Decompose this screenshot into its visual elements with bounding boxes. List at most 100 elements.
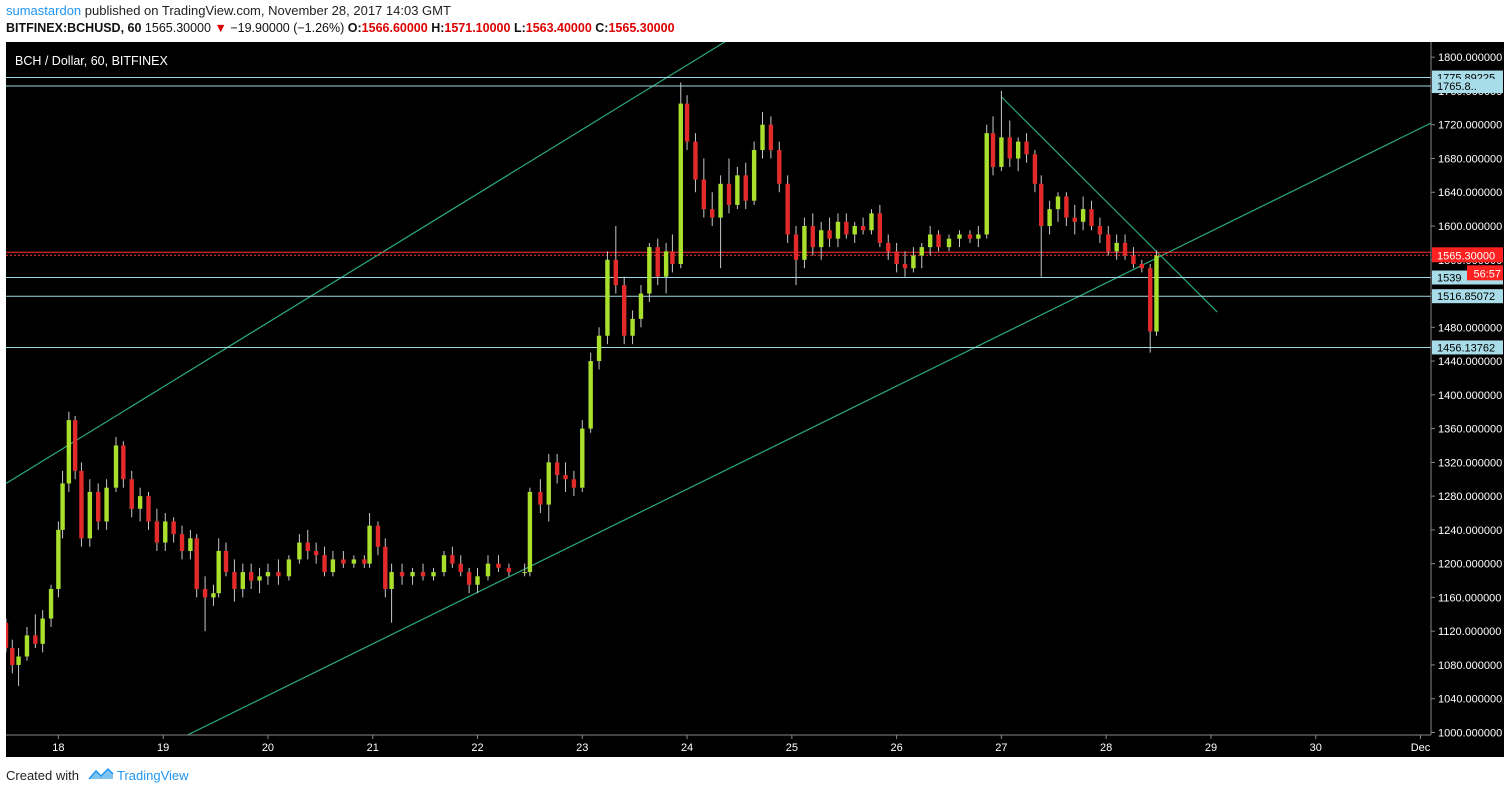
candle-body: [146, 496, 151, 522]
candle-body: [1139, 263, 1145, 269]
candle-body: [341, 559, 346, 564]
x-tick-label: 18: [52, 742, 64, 754]
tradingview-link[interactable]: TradingView: [117, 768, 189, 783]
candle-body: [580, 428, 585, 488]
candle-body: [458, 563, 463, 573]
candle-body: [869, 213, 874, 231]
x-tick-label: 29: [1205, 742, 1217, 754]
candle-body: [60, 483, 65, 530]
x-tick-label: 19: [157, 742, 169, 754]
y-tick-label: 1440.000000: [1438, 356, 1502, 368]
price-change: −19.90000 (−1.26%): [230, 21, 345, 35]
level-lines: [6, 77, 1431, 348]
y-tick-label: 1640.000000: [1438, 187, 1502, 199]
y-tick-label: 1000.000000: [1438, 727, 1502, 739]
candle-body: [313, 550, 319, 556]
candle-body: [743, 175, 748, 201]
candle-body: [835, 221, 841, 239]
candle-body: [297, 542, 302, 560]
candle-body: [886, 242, 891, 252]
candle-body: [1114, 242, 1119, 252]
y-axis-panel: [1431, 42, 1504, 757]
countdown-label: 56:57: [1473, 268, 1501, 280]
candle-body: [554, 462, 560, 476]
high-label: H:: [431, 21, 445, 35]
chart-title: BCH / Dollar, 60, BITFINEX: [15, 54, 168, 68]
candle-body: [605, 259, 610, 336]
axes: 1000.000000 1040.000000 1080.000000 1120.00…: [6, 42, 1504, 757]
down-arrow-icon: ▼: [214, 21, 227, 35]
candle-body: [450, 555, 455, 564]
candle-body: [777, 150, 782, 184]
candle-body: [768, 124, 774, 151]
y-tick-label: 1040.000000: [1438, 694, 1502, 706]
y-tick-label: 1600.000000: [1438, 221, 1502, 233]
candle-body: [202, 588, 208, 598]
candle-body: [104, 487, 109, 522]
candle-body: [506, 567, 512, 573]
x-tick-label: Dec: [1411, 742, 1431, 754]
candle-body: [24, 635, 30, 657]
x-tick-label: 22: [471, 742, 483, 754]
close-value: 1565.30000: [608, 21, 675, 35]
y-tick-label: 1800.000000: [1438, 52, 1502, 64]
candle-body: [475, 576, 480, 585]
candle-body: [232, 572, 237, 589]
candle-body: [810, 226, 816, 248]
candle-body: [827, 230, 832, 239]
candle-body: [1024, 141, 1029, 155]
author-link[interactable]: sumastardon: [6, 3, 82, 18]
candle-body: [710, 209, 715, 218]
level-price-label-bg: [1432, 79, 1503, 94]
countdown-label-bg: [1467, 265, 1503, 281]
candle-body: [760, 124, 765, 151]
candle-body: [751, 150, 757, 201]
level-price-label: 1516.85072: [1437, 291, 1495, 303]
candle-body: [527, 491, 533, 573]
candle-body: [596, 335, 602, 362]
candle-body: [420, 572, 426, 577]
last-price: 1565.30000: [144, 21, 211, 35]
candle-body: [1055, 196, 1061, 210]
candle-body: [40, 618, 45, 644]
candle-body: [571, 479, 577, 488]
candle-body: [1080, 209, 1086, 222]
publish-info: sumastardon published on TradingView.com…: [6, 3, 451, 18]
candle-body: [1007, 137, 1012, 159]
candle-body: [154, 521, 160, 543]
candle-body: [410, 572, 415, 577]
candle-body: [957, 234, 962, 239]
level-price-label-bg: [1432, 340, 1503, 355]
y-tick-label: 1160.000000: [1438, 592, 1501, 604]
x-tick-label: 24: [681, 742, 693, 754]
candle-body: [188, 538, 193, 551]
candle-body: [785, 183, 790, 235]
symbol-label: BITFINEX:BCHUSD, 60: [6, 21, 142, 35]
x-tick-label: 28: [1100, 742, 1112, 754]
candle-body: [684, 103, 690, 142]
level-price-label: 1456.13762: [1437, 342, 1495, 354]
candle-body: [79, 470, 84, 539]
candlestick-chart[interactable]: 1000.000000 1040.000000 1080.000000 1120.00…: [6, 42, 1504, 757]
level-price-label-bg: [1432, 289, 1503, 304]
tradingview-logo-icon[interactable]: [88, 766, 114, 782]
candle-body: [735, 175, 740, 205]
level-price-label: 1539: [1437, 273, 1461, 285]
candle-body: [33, 635, 38, 644]
candle-body: [216, 550, 221, 594]
high-value: 1571.10000: [444, 21, 511, 35]
candle-body: [96, 491, 101, 522]
candle-body: [56, 529, 61, 589]
candle-body: [399, 572, 405, 577]
candle-body: [852, 226, 857, 235]
candle-body: [466, 572, 472, 585]
candle-body: [171, 521, 176, 535]
candle-body: [240, 572, 246, 589]
candle-body: [638, 293, 644, 319]
ohlc-line: BITFINEX:BCHUSD, 60 1565.30000 ▼ −19.900…: [6, 21, 675, 35]
candle-body: [276, 572, 281, 577]
y-tick-label: 1200.000000: [1438, 559, 1502, 571]
chart-area[interactable]: 1000.000000 1040.000000 1080.000000 1120.00…: [6, 42, 1504, 757]
candle-body: [431, 572, 436, 577]
candle-body: [179, 534, 185, 551]
